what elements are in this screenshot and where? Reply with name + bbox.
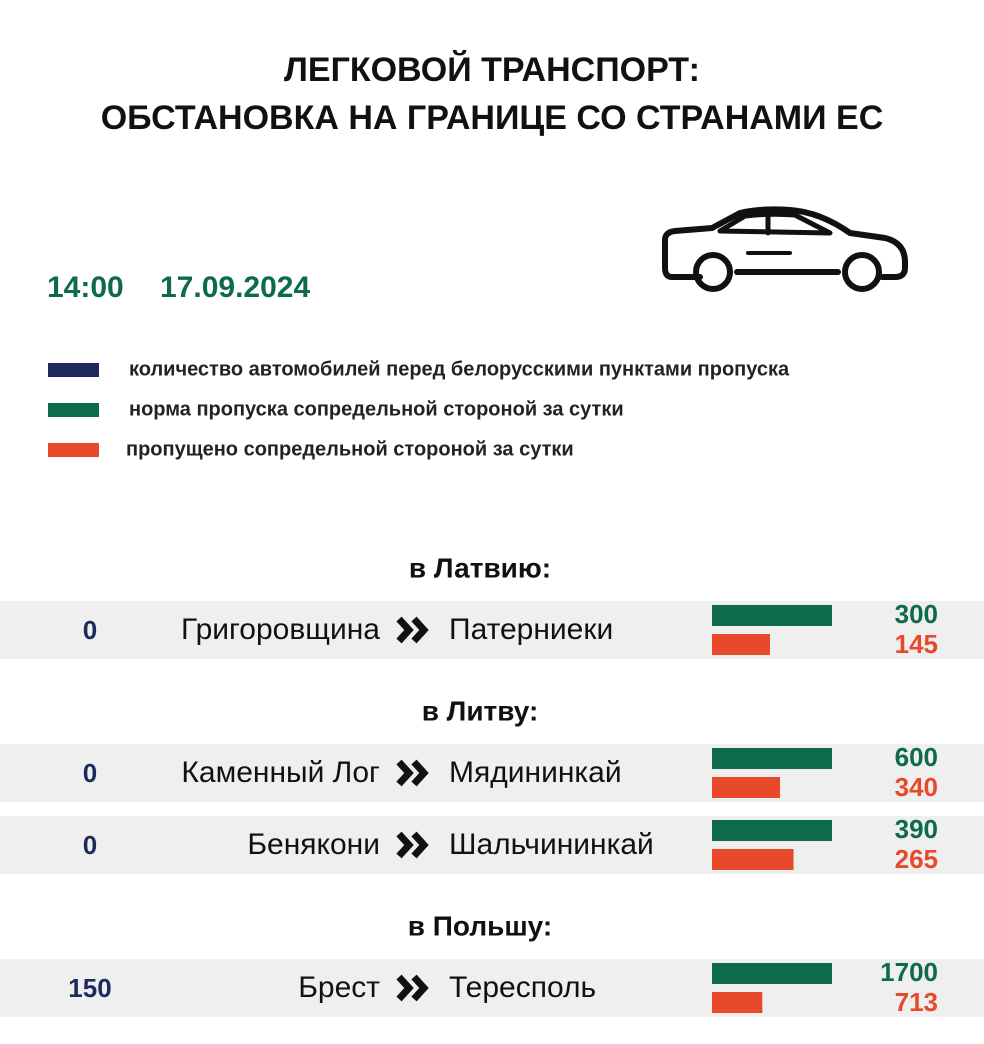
date: 17.09.2024 <box>160 271 310 304</box>
norm-bar <box>712 820 832 841</box>
legend-label: норма пропуска сопредельной стороной за … <box>129 398 624 420</box>
queue-count: 150 <box>68 973 111 1003</box>
norm-value: 390 <box>895 814 938 844</box>
from-checkpoint: Брест <box>298 971 380 1004</box>
passed-value: 265 <box>895 844 938 874</box>
legend-swatch <box>48 443 99 457</box>
norm-bar <box>712 963 832 984</box>
to-checkpoint: Патерниеки <box>449 613 613 646</box>
legend-label: количество автомобилей перед белорусским… <box>129 358 790 380</box>
passed-bar <box>712 634 770 655</box>
legend-swatch <box>48 403 99 417</box>
to-checkpoint: Шальчининкай <box>449 828 654 861</box>
queue-count: 0 <box>83 615 97 645</box>
passed-bar <box>712 992 763 1013</box>
passed-value: 713 <box>895 987 938 1017</box>
legend-label: пропущено сопредельной стороной за сутки <box>126 438 574 460</box>
from-checkpoint: Бенякони <box>247 828 380 861</box>
section-heading: в Польшу: <box>408 910 552 941</box>
direction-arrow <box>396 831 429 859</box>
from-checkpoint: Григоровщина <box>181 613 380 646</box>
section-heading: в Латвию: <box>409 552 551 583</box>
direction-arrow <box>396 759 429 787</box>
passed-bar <box>712 777 780 798</box>
norm-value: 300 <box>895 599 938 629</box>
car-icon <box>662 206 908 292</box>
section-heading: в Литву: <box>422 695 539 726</box>
direction-arrow <box>396 974 429 1002</box>
title-line: ОБСТАНОВКА НА ГРАНИЦЕ СО СТРАНАМИ ЕС <box>101 99 884 137</box>
legend-swatch <box>48 363 99 377</box>
direction-arrow <box>396 616 429 644</box>
norm-bar <box>712 605 832 626</box>
title-line: ЛЕГКОВОЙ ТРАНСПОРТ: <box>284 50 700 89</box>
norm-value: 1700 <box>880 957 938 987</box>
queue-count: 0 <box>83 758 97 788</box>
time: 14:00 <box>47 271 124 304</box>
from-checkpoint: Каменный Лог <box>181 756 380 789</box>
passed-value: 145 <box>895 629 938 659</box>
queue-count: 0 <box>83 830 97 860</box>
to-checkpoint: Тересполь <box>449 971 596 1004</box>
passed-bar <box>712 849 794 870</box>
to-checkpoint: Мядининкай <box>449 756 622 789</box>
norm-bar <box>712 748 832 769</box>
passed-value: 340 <box>895 772 938 802</box>
norm-value: 600 <box>895 742 938 772</box>
